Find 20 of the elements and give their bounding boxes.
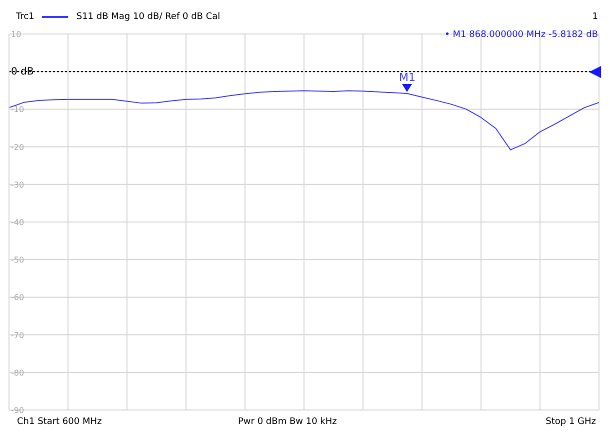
- y-tick-label: 0 dB: [11, 66, 34, 78]
- y-tick-label: -90: [11, 406, 24, 415]
- text: Pwr 0 dBm Bw 10 kHz: [238, 417, 337, 427]
- annotation: M1: [398, 71, 416, 84]
- y-tick-label: -70: [11, 330, 24, 340]
- y-tick-label: -40: [11, 218, 24, 227]
- y-tick-label: -20: [11, 142, 24, 152]
- y-tick-label: -50: [11, 256, 24, 265]
- annotation: • M1 868.000000 MHz -5.8182 dB: [444, 30, 598, 40]
- y-tick-label: -30: [11, 180, 24, 190]
- text: Ch1 Start 600 MHz: [17, 417, 102, 427]
- legend-label: Trc1: [16, 12, 34, 22]
- y-tick-label: -80: [11, 368, 24, 378]
- y-tick-label: -10: [11, 105, 24, 114]
- text: S11 dB Mag 10 dB/ Ref 0 dB Cal: [76, 12, 220, 22]
- y-tick-label: -60: [11, 293, 24, 302]
- text: 1: [592, 12, 598, 22]
- y-tick-label: 10: [11, 30, 22, 39]
- line-series: [9, 90, 599, 150]
- text: Stop 1 GHz: [546, 417, 596, 427]
